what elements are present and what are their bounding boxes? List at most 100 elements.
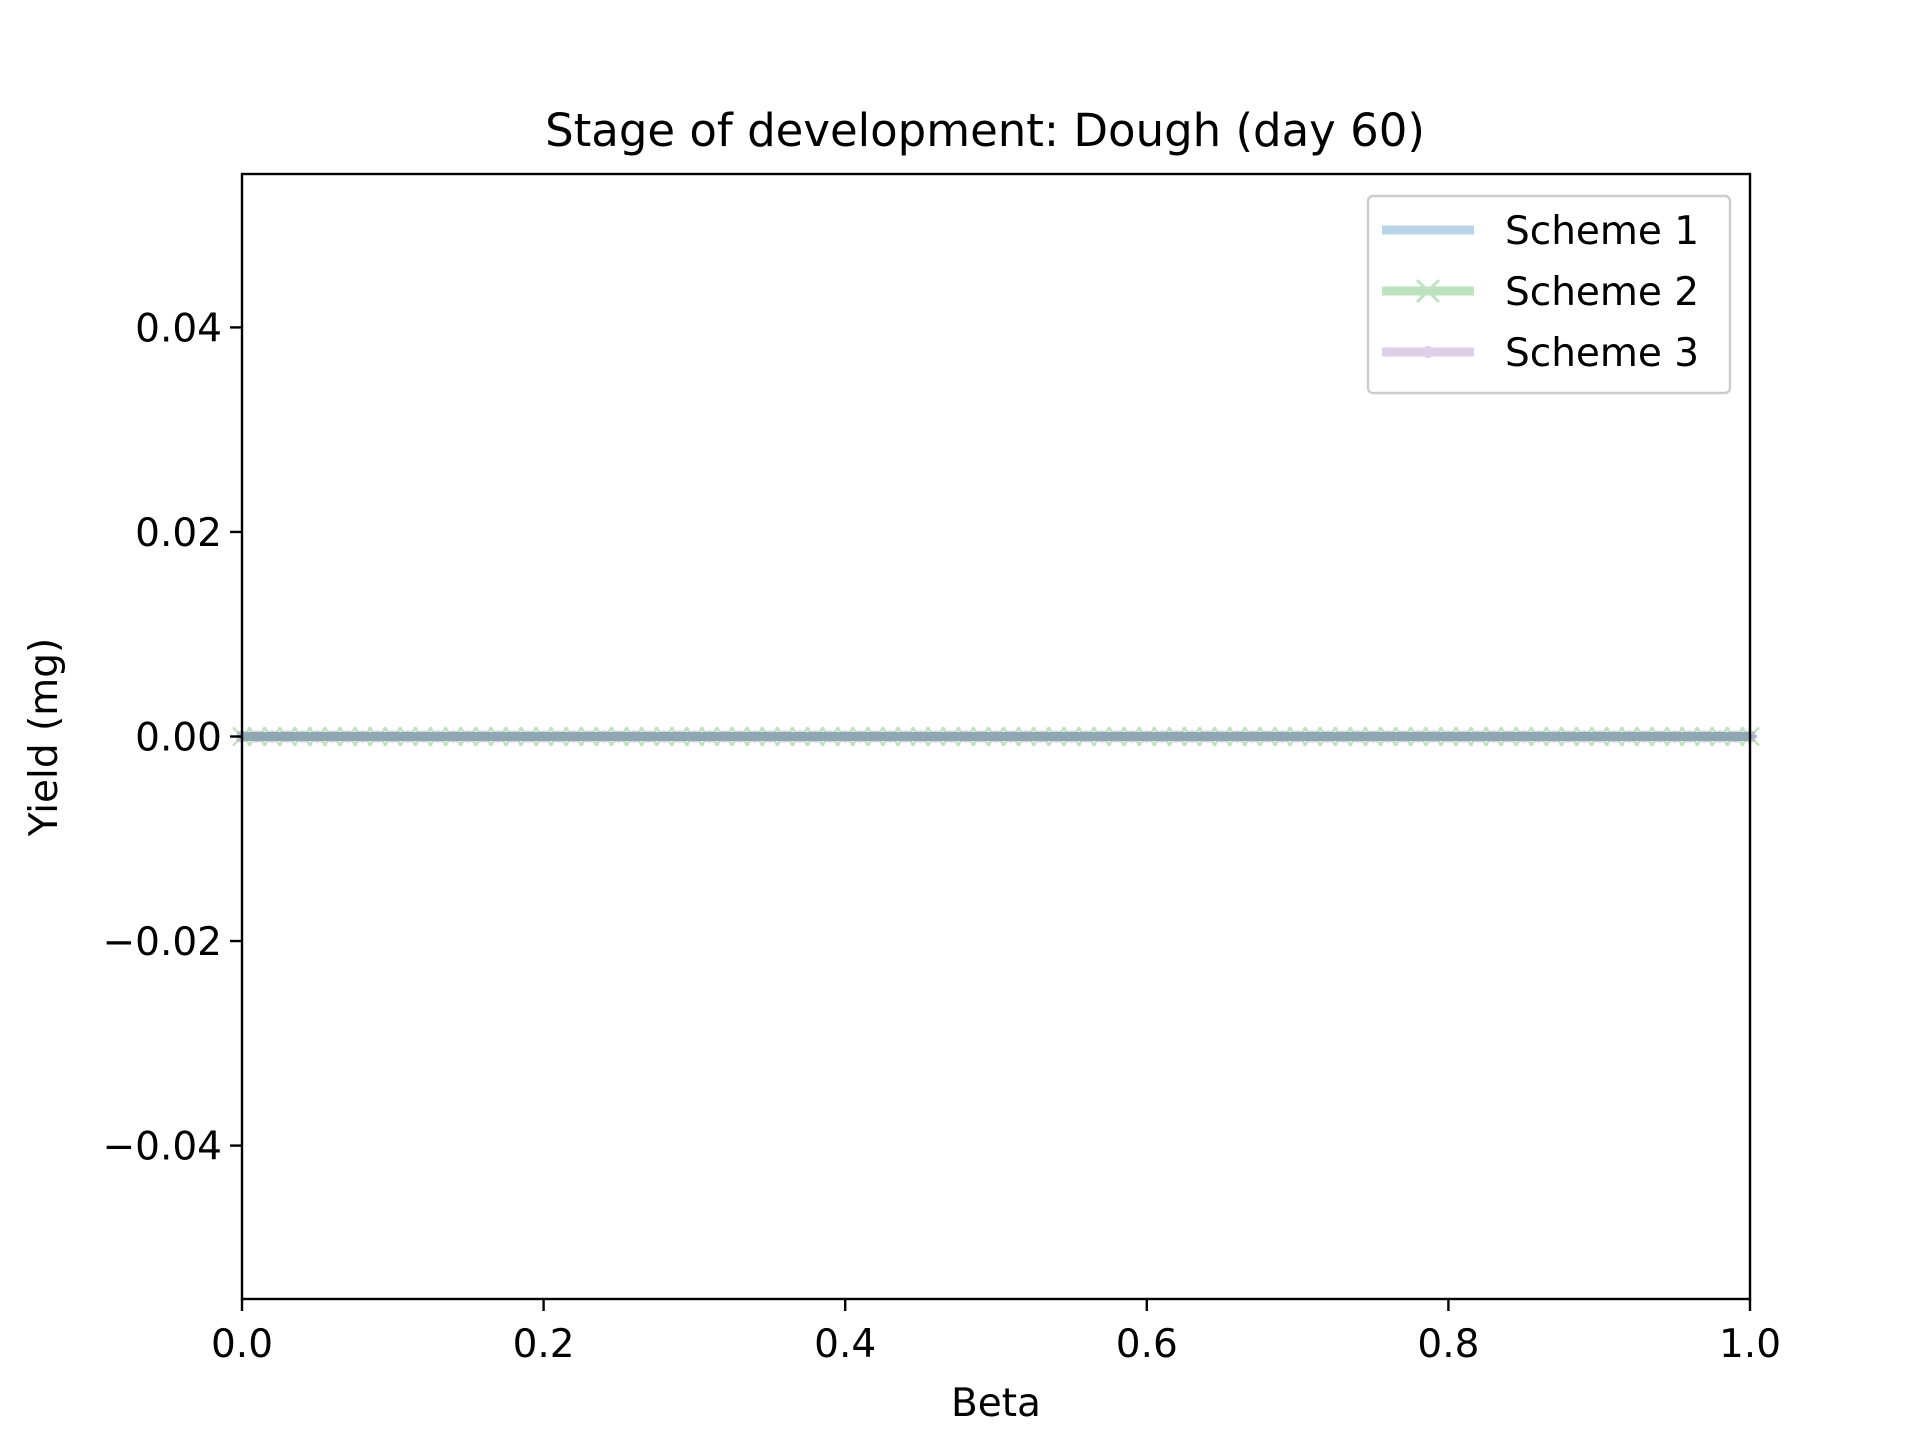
series-point [1182, 726, 1202, 747]
x-marker-stroke [1076, 726, 1097, 747]
series-point [533, 726, 554, 747]
series-point [1396, 730, 1410, 743]
series-point [1562, 730, 1576, 743]
x-marker-stroke [1197, 726, 1218, 747]
x-marker-stroke [1498, 726, 1519, 747]
x-marker-stroke [1106, 726, 1127, 747]
x-tick-label: 0.0 [211, 1322, 273, 1367]
series-point [1348, 726, 1368, 747]
x-marker-stroke [835, 726, 856, 747]
x-marker-stroke [533, 726, 554, 747]
x-marker-stroke [1136, 726, 1157, 747]
x-tick-label: 0.8 [1417, 1322, 1479, 1367]
series-point [869, 730, 882, 743]
x-marker-stroke [1649, 726, 1670, 747]
x-marker-stroke [1483, 726, 1504, 747]
series-point [386, 730, 400, 743]
series-point [1231, 730, 1244, 743]
series-point [823, 730, 837, 743]
x-marker-stroke [473, 726, 494, 747]
x-marker-stroke [1167, 726, 1187, 747]
x-marker-stroke [865, 726, 886, 747]
x-marker-stroke [1453, 726, 1474, 747]
y-axis: −0.04 −0.02 0.00 0.02 0.04 [102, 306, 242, 1170]
series-point [1709, 726, 1730, 747]
x-marker-stroke [820, 726, 841, 747]
x-marker-stroke [1468, 726, 1489, 747]
x-marker-stroke [1574, 726, 1595, 747]
series-point [1257, 726, 1278, 747]
series-point [1713, 730, 1727, 743]
series-point [507, 730, 520, 743]
y-tick-label: 0.00 [135, 716, 222, 761]
series-point [1336, 730, 1350, 743]
x-marker-stroke [1438, 726, 1459, 747]
x-marker-stroke [488, 726, 509, 747]
x-marker-stroke [609, 726, 629, 747]
series-point [537, 730, 550, 743]
x-marker-stroke [1091, 726, 1112, 747]
series-point [899, 730, 912, 743]
x-marker-stroke [774, 726, 795, 747]
x-marker-stroke [729, 726, 750, 747]
series-point [1046, 726, 1067, 747]
x-marker-stroke [1423, 726, 1444, 747]
legend-label: Scheme 3 [1505, 331, 1699, 376]
series-point [1547, 730, 1561, 743]
x-marker-stroke [805, 726, 825, 747]
series-point [654, 726, 675, 747]
x-marker-stroke [774, 726, 795, 747]
series-point [518, 726, 539, 747]
x-marker-stroke [850, 726, 871, 747]
x-marker-stroke [488, 726, 509, 747]
series-point [1227, 726, 1248, 747]
series-point [925, 726, 946, 747]
series-point [1649, 726, 1670, 747]
x-marker-stroke [971, 726, 991, 747]
series-point [597, 730, 611, 743]
series-point [1001, 726, 1021, 747]
series-point [1366, 730, 1380, 743]
series-point [492, 730, 505, 743]
x-marker-stroke [1302, 726, 1323, 747]
legend-marker [1422, 346, 1434, 358]
x-marker-stroke [1197, 726, 1218, 747]
x-marker-stroke [820, 726, 841, 747]
x-marker-stroke [1634, 726, 1655, 747]
series-point [703, 730, 716, 743]
series-point [428, 726, 448, 747]
x-marker-stroke [624, 726, 644, 747]
series-point [880, 726, 901, 747]
series-point [1694, 726, 1715, 747]
series-point [265, 730, 279, 743]
x-marker-stroke [1151, 726, 1172, 747]
x-marker-stroke [1694, 726, 1715, 747]
series-point [986, 726, 1006, 747]
x-marker-stroke [262, 726, 283, 747]
x-marker-stroke [850, 726, 871, 747]
chart-title: Stage of development: Dough (day 60) [545, 104, 1425, 157]
x-marker-stroke [744, 726, 765, 747]
series-point [1317, 726, 1338, 747]
legend-marker [1415, 278, 1441, 304]
series-point [1167, 726, 1187, 747]
x-marker-stroke [910, 726, 931, 747]
x-marker-stroke [1061, 726, 1082, 747]
series-point [1408, 726, 1429, 747]
series-point [578, 726, 599, 747]
x-marker-stroke [639, 726, 660, 747]
series-point [793, 730, 807, 743]
x-marker-stroke [518, 726, 539, 747]
x-marker-stroke [1694, 726, 1715, 747]
x-marker-stroke [1709, 726, 1730, 747]
series-point [729, 726, 750, 747]
x-marker-stroke [1046, 726, 1067, 747]
series-point [688, 730, 701, 743]
x-marker-stroke [1001, 726, 1021, 747]
x-marker-stroke [458, 726, 479, 747]
series-point [1487, 730, 1500, 743]
x-marker-stroke [925, 726, 946, 747]
x-marker-stroke [609, 726, 629, 747]
legend-entry: Scheme 3 [1382, 331, 1699, 376]
x-marker-stroke [805, 726, 825, 747]
